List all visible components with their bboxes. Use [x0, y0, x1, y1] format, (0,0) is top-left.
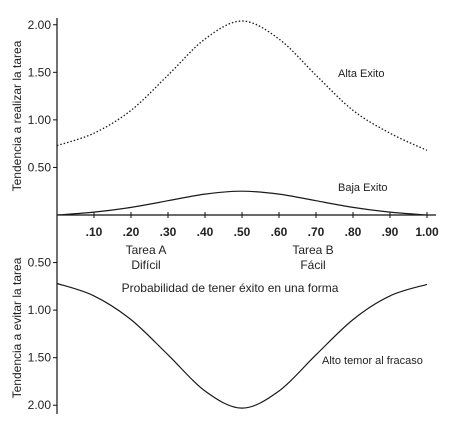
x-tick-label-7: .80: [345, 225, 362, 239]
task-a-label: Tarea A: [126, 243, 167, 257]
y-tick-label-top-3: 2.00: [28, 18, 52, 32]
x-tick-label-0: .10: [86, 225, 103, 239]
x-tick-label-1: .20: [123, 225, 140, 239]
x-tick-label-4: .50: [234, 225, 251, 239]
task-b-sublabel: Fácil: [300, 258, 325, 272]
x-tick-label-2: .30: [160, 225, 177, 239]
y-tick-label-bottom-3: 2.00: [28, 398, 52, 412]
y-axis-title-bottom: Tendencia a evitar la tarea: [10, 257, 24, 398]
y-axis-title-top: Tendencia a realizar la tarea: [10, 40, 24, 191]
y-tick-label-bottom-1: 1.00: [28, 303, 52, 317]
y-tick-label-bottom-2: 1.50: [28, 351, 52, 365]
chart-marks: 0.50 1.00 1.50 2.00 0.50 1.00 1.50 2.00 .10 .20 .3…: [28, 18, 439, 412]
task-a-sublabel: Difícil: [131, 258, 160, 272]
x-tick-label-6: .70: [308, 225, 325, 239]
y-tick-label-top-2: 1.50: [28, 65, 52, 79]
y-tick-label-top-0: 0.50: [28, 160, 52, 174]
series-label-alto-temor: Alto temor al fracaso: [322, 355, 423, 367]
y-tick-label-bottom-0: 0.50: [28, 256, 52, 270]
series-line-alta-exito: [56, 20, 428, 151]
y-tick-label-top-1: 1.00: [28, 113, 52, 127]
x-tick-label-9: 1.00: [415, 225, 439, 239]
series-label-baja-exito: Baja Exito: [338, 182, 388, 194]
series-label-alta-exito: Alta Exito: [338, 68, 384, 80]
series-line-alto-temor: [56, 282, 428, 409]
x-tick-label-5: .60: [271, 225, 288, 239]
x-tick-label-3: .40: [197, 225, 214, 239]
series-line-baja-exito: [56, 190, 428, 216]
x-axis-title: Probabilidad de tener éxito en una forma: [122, 281, 339, 295]
task-b-label: Tarea B: [292, 243, 333, 257]
x-tick-label-8: .90: [382, 225, 399, 239]
